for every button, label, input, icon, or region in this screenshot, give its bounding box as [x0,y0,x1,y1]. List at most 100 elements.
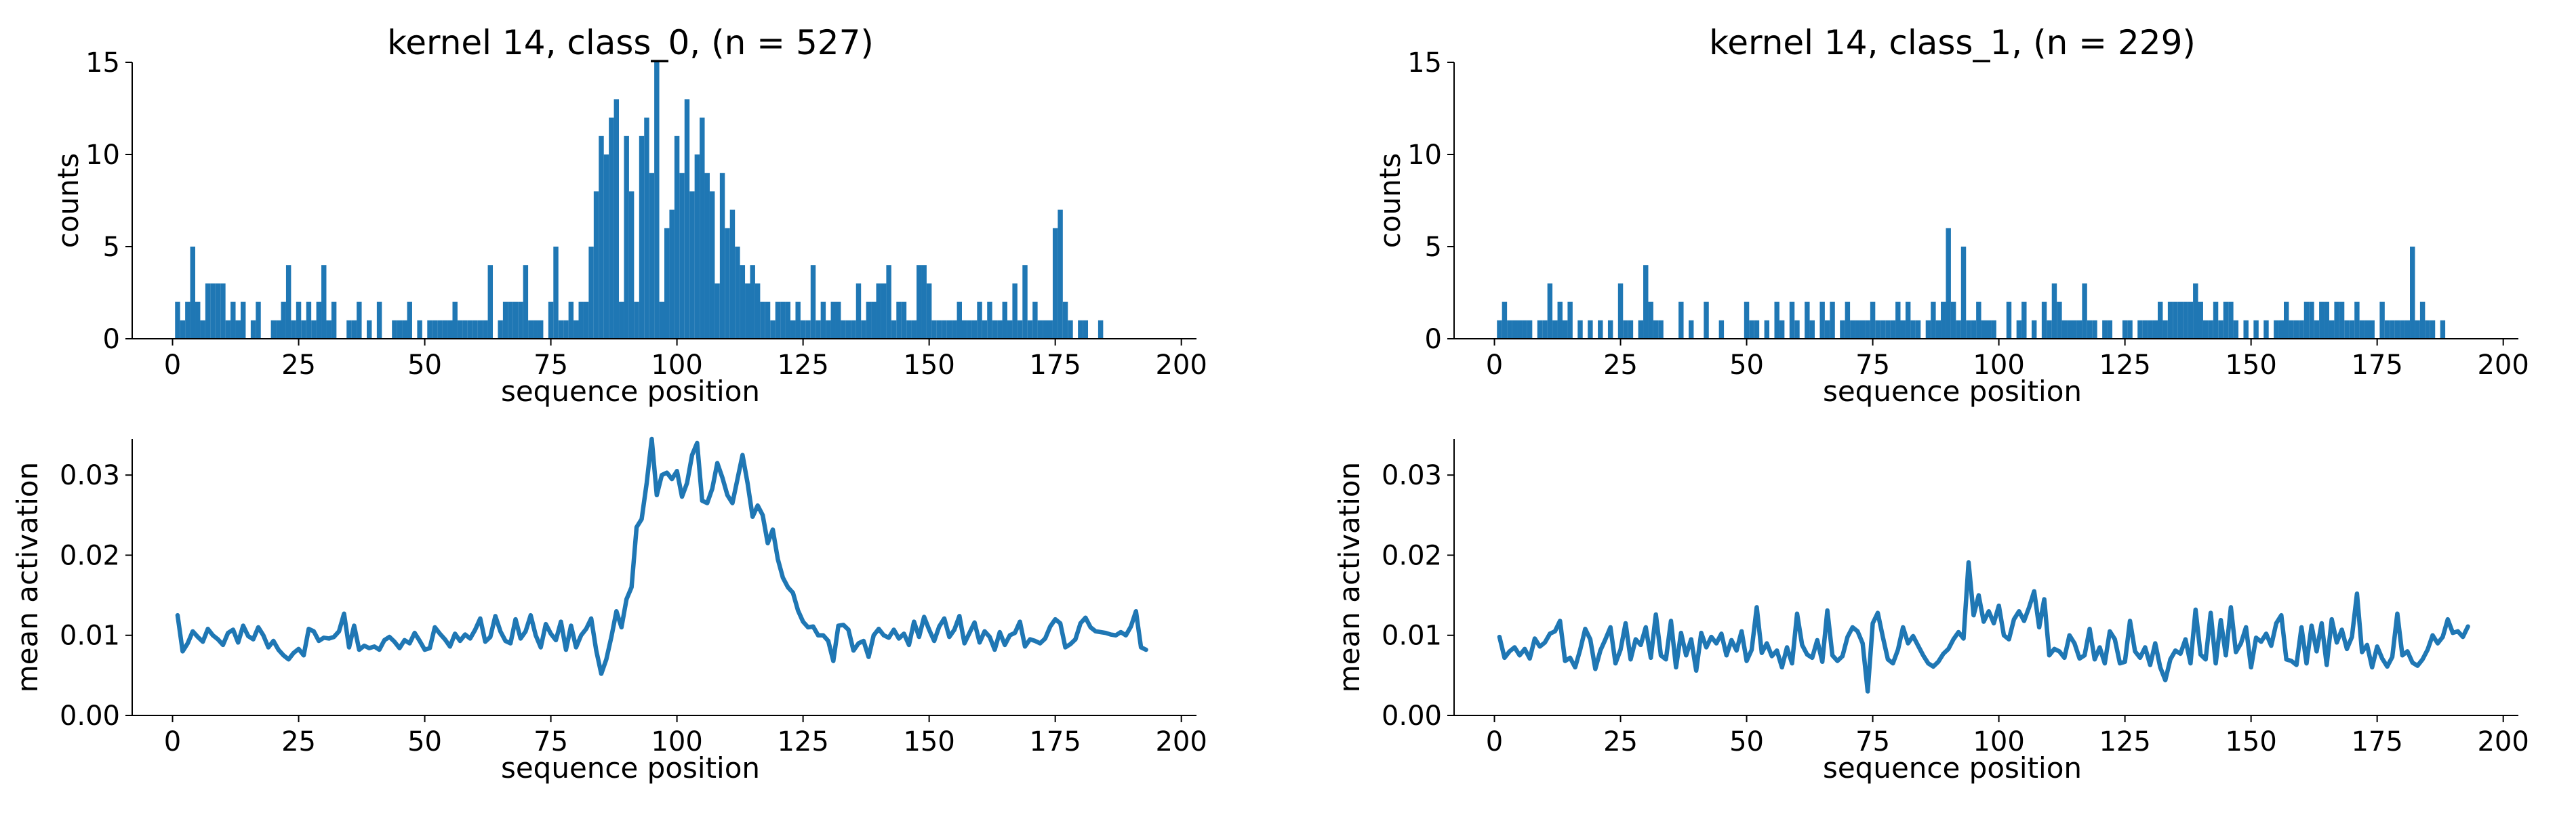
bar [397,320,403,339]
bar [2233,320,2239,339]
bar [1935,320,1941,339]
x-tick-label: 125 [2099,350,2150,381]
bar [992,320,998,339]
bar [1547,283,1553,339]
bar [2284,301,2289,339]
bar [331,301,337,339]
bar [2193,283,2198,339]
bar [2228,301,2234,339]
bar [1960,247,1967,339]
bar [1855,320,1860,339]
bar [962,320,967,339]
bar [407,301,412,339]
bar [2041,301,2047,339]
bar [816,320,821,339]
bar [1517,320,1523,339]
bar [1623,320,1628,339]
bar [921,265,927,339]
bar [568,301,574,339]
bar [891,320,897,339]
bar [982,320,988,339]
bar [1047,320,1053,339]
bar [1658,320,1664,339]
bar [2369,320,2375,339]
y-tick-label: 0.00 [60,701,120,732]
bar [2122,320,2128,339]
bar [2092,320,2097,339]
bar [715,283,720,339]
bar [2162,320,2168,339]
y-tick-label: 10 [85,140,120,171]
x-tick-label: 125 [2099,726,2150,757]
bar [2148,320,2153,339]
series-line [175,436,1148,676]
bar [1774,301,1779,339]
x-tick-label: 0 [164,726,181,757]
bar [851,320,856,339]
bar [583,301,589,339]
bar [1946,228,1951,339]
bar [1845,301,1851,339]
bar [235,320,241,339]
bar [609,117,614,339]
panel-class1-counts: 0 25 50 75 100 125 150 175 200 0 5 10 15 sequence pos… [1373,23,2529,408]
bar [674,136,680,339]
bar [432,320,438,339]
bar [896,301,902,339]
bar [2031,320,2037,339]
bar [1764,320,1770,339]
bar [346,320,352,339]
bar [553,247,559,339]
bar [210,283,216,339]
bar [957,301,962,339]
bar [2021,301,2027,339]
bar [437,320,443,339]
bar [190,247,196,339]
bar [538,320,544,339]
bar [942,320,947,339]
bar [452,301,458,339]
bar [1895,301,1901,339]
bar [351,320,357,339]
bar [2324,301,2329,339]
bar [502,301,508,339]
bar [795,301,801,339]
bar [780,301,786,339]
x-tick-label: 75 [534,726,568,757]
bar [599,136,604,339]
bar [2127,320,2133,339]
bar [770,320,776,339]
bar [487,265,494,339]
x-tick-label: 175 [1029,726,1081,757]
bar [2440,320,2446,339]
bar [1017,320,1023,339]
bar [2430,320,2436,339]
bar [563,320,569,339]
bar [321,265,327,339]
bar [2314,320,2320,339]
x-tick-label: 25 [1603,350,1638,381]
bar [528,320,534,339]
bar [2198,301,2203,339]
bar [624,136,629,339]
bar [296,301,302,339]
bar [1638,320,1644,339]
bar [841,320,846,339]
x-axis-label: sequence position [1823,375,2082,408]
bar [835,301,841,339]
bar [1931,301,1936,339]
bar [2263,320,2269,339]
chart-title: kernel 14, class_0, (n = 527) [387,23,874,62]
bar [2415,320,2420,339]
bar [1966,320,1971,339]
x-tick-label: 150 [2225,350,2276,381]
bar [1950,301,1956,339]
y-tick-label: 0.00 [1382,701,1442,732]
y-axis-label: mean activation [1333,462,1366,692]
x-tick-label: 200 [1155,726,1207,757]
series-line [1497,560,2470,694]
bar [1083,320,1089,339]
bar [826,320,831,339]
bar [240,301,246,339]
